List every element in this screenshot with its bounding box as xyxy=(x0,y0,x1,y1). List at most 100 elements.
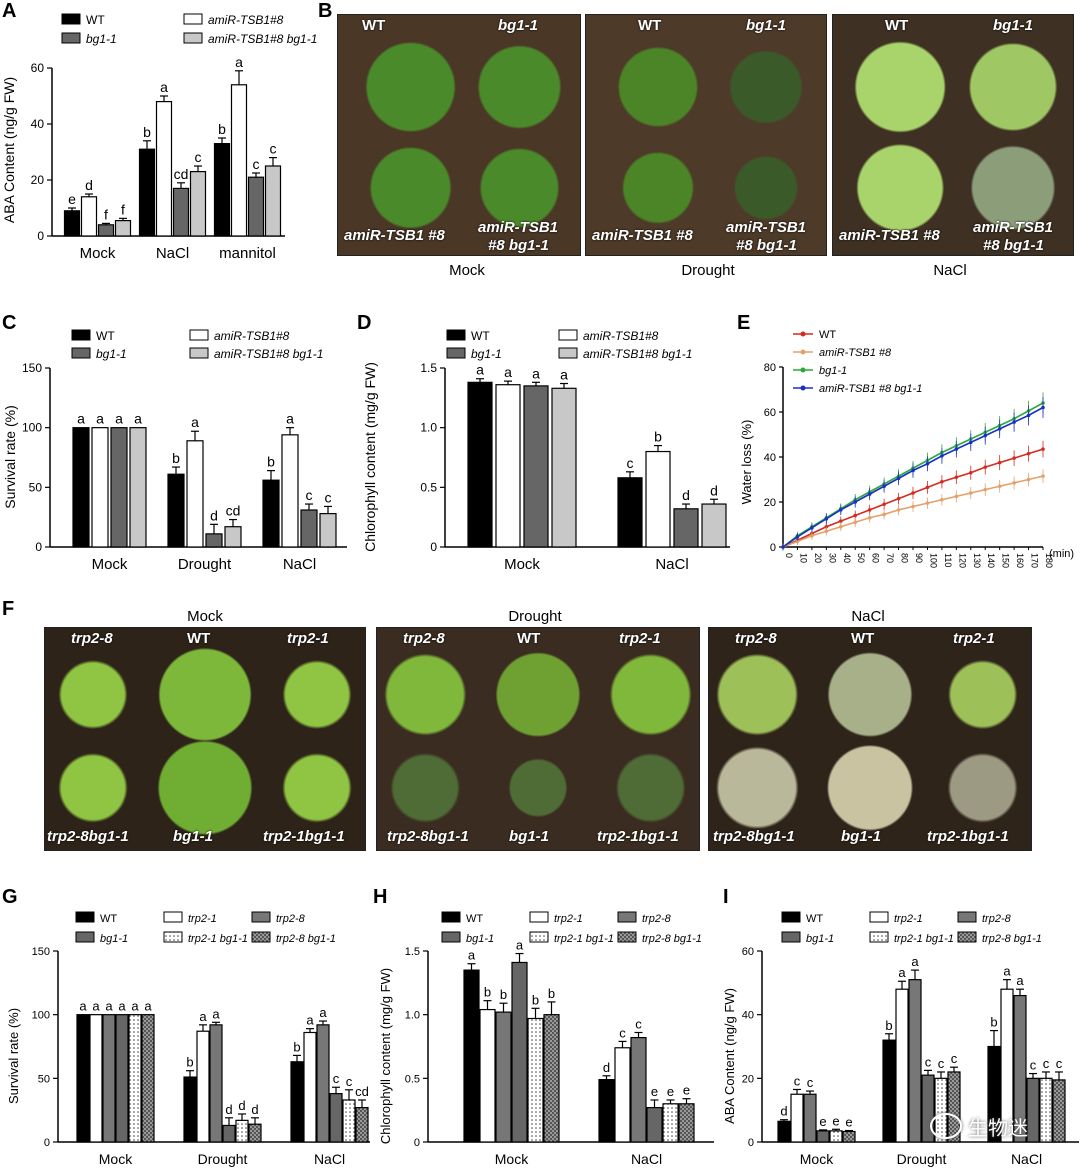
y-axis-label: Survival rate (%) xyxy=(6,1008,21,1104)
legend-label: amiR-TSB1#8 bg1-1 xyxy=(208,32,317,46)
panel-letter-i: I xyxy=(723,886,729,908)
data-point xyxy=(997,484,1002,489)
data-point xyxy=(940,479,944,484)
x-tick-label: 90 xyxy=(914,553,924,563)
y-tick-label: 0 xyxy=(37,229,44,243)
x-tick-label: 20 xyxy=(813,553,823,563)
photo-f-title-nacl: NaCl xyxy=(851,608,885,625)
bar xyxy=(205,533,223,548)
legend-swatch xyxy=(251,911,271,923)
y-tick-label: 0 xyxy=(770,542,776,554)
data-point xyxy=(997,427,1002,431)
bar xyxy=(129,427,147,548)
bar xyxy=(97,224,115,237)
photo-b-nacl: WT bg1-1 amiR-TSB1 #8 amiR-TSB1 #8 bg1-1 xyxy=(832,14,1074,256)
bar xyxy=(303,1031,317,1143)
data-point xyxy=(954,494,959,499)
x-tick-label: 80 xyxy=(900,553,910,563)
bar xyxy=(76,1014,90,1143)
bar xyxy=(155,100,173,237)
significance-letter: a xyxy=(560,367,568,383)
bar xyxy=(882,1039,896,1143)
photo-f-nacl-trp21: trp2-1 xyxy=(953,630,995,647)
bar xyxy=(895,988,909,1143)
photo-f-mock-trp28: trp2-8 xyxy=(71,630,113,647)
x-tick-label: Mock xyxy=(800,1151,834,1167)
legend-swatch xyxy=(781,911,801,923)
x-tick-label: NaCl xyxy=(314,1151,345,1167)
significance-letter: c xyxy=(619,1025,626,1040)
bar xyxy=(316,1024,330,1143)
data-point xyxy=(896,496,901,501)
bar xyxy=(777,1120,791,1143)
photo-f-title-mock: Mock xyxy=(187,608,223,625)
photo-b-drought-amir-bg1-line2: #8 bg1-1 xyxy=(736,237,797,254)
significance-letter: b xyxy=(293,1039,300,1054)
legend-swatch xyxy=(446,347,466,359)
bar xyxy=(551,387,577,548)
bar xyxy=(186,440,204,548)
legend-label: amiR-TSB1#8 xyxy=(583,329,659,343)
photo-b-mock-wt: WT xyxy=(362,17,386,34)
significance-letter: a xyxy=(212,1006,220,1021)
bar xyxy=(189,171,207,237)
bar xyxy=(213,143,231,237)
data-point xyxy=(853,520,858,525)
legend-swatch xyxy=(781,931,801,943)
x-tick-label: Mock xyxy=(92,556,128,573)
y-tick-label: 20 xyxy=(764,497,776,509)
data-point xyxy=(968,470,973,475)
y-tick-label: 100 xyxy=(22,421,42,435)
significance-letter: a xyxy=(911,954,919,969)
significance-letter: d xyxy=(780,1104,787,1119)
significance-letter: c xyxy=(925,1054,932,1069)
chart-d-chlorophyll: 0 0.5 1.0 1.5 Chlorophyll content (mg/g FW) a… xyxy=(362,329,730,573)
bar xyxy=(248,1123,262,1143)
significance-letter: b xyxy=(654,429,662,445)
legend-swatch xyxy=(957,931,977,943)
legend-swatch xyxy=(869,931,889,943)
legend-label: WT xyxy=(819,329,836,341)
x-tick-label: 110 xyxy=(943,553,953,567)
bar xyxy=(617,477,643,548)
photo-b-title-nacl: NaCl xyxy=(933,262,967,279)
data-point xyxy=(911,468,915,473)
y-axis-label: Survival rate (%) xyxy=(2,405,18,508)
significance-letter: a xyxy=(286,411,294,427)
legend-marker xyxy=(800,331,806,337)
legend-swatch xyxy=(617,931,637,943)
legend-swatch xyxy=(163,911,183,923)
y-tick-label: 1.5 xyxy=(405,946,420,958)
bar xyxy=(300,509,318,548)
significance-letter: c xyxy=(325,489,332,505)
chart-h-chlorophyll: 0 0.5 1.0 1.5 Chlorophyll content (mg/g FW) a… xyxy=(378,911,714,1167)
x-tick-label: 0 xyxy=(784,553,794,558)
data-point xyxy=(896,508,901,512)
data-point xyxy=(1041,474,1045,478)
bar xyxy=(673,508,699,548)
significance-letter: b xyxy=(548,986,555,1001)
data-point xyxy=(867,492,872,496)
legend-label: trp2-8 xyxy=(642,913,672,925)
significance-letter: b xyxy=(143,124,151,140)
photo-b-mock-amir-bg1-line1: amiR-TSB1 xyxy=(478,219,559,236)
data-point xyxy=(867,515,872,520)
data-point xyxy=(810,533,814,538)
bar xyxy=(172,187,190,237)
significance-letter: d xyxy=(682,487,690,503)
data-point xyxy=(1041,405,1045,410)
significance-letter: a xyxy=(476,362,484,378)
data-point xyxy=(925,485,930,490)
y-tick-label: 150 xyxy=(32,946,50,958)
photo-f-mock-bg1: bg1-1 xyxy=(173,828,214,845)
data-point xyxy=(911,504,915,509)
data-point xyxy=(983,433,988,438)
legend-label: bg1-1 xyxy=(819,365,847,377)
legend-swatch xyxy=(183,13,203,25)
legend-label: trp2-8 bg1-1 xyxy=(982,933,1042,945)
x-tick-label: 160 xyxy=(1015,553,1025,568)
significance-letter: c xyxy=(938,1056,945,1071)
x-tick-label: 120 xyxy=(957,553,967,568)
significance-letter: a xyxy=(199,1009,207,1024)
significance-letter: a xyxy=(115,411,123,427)
